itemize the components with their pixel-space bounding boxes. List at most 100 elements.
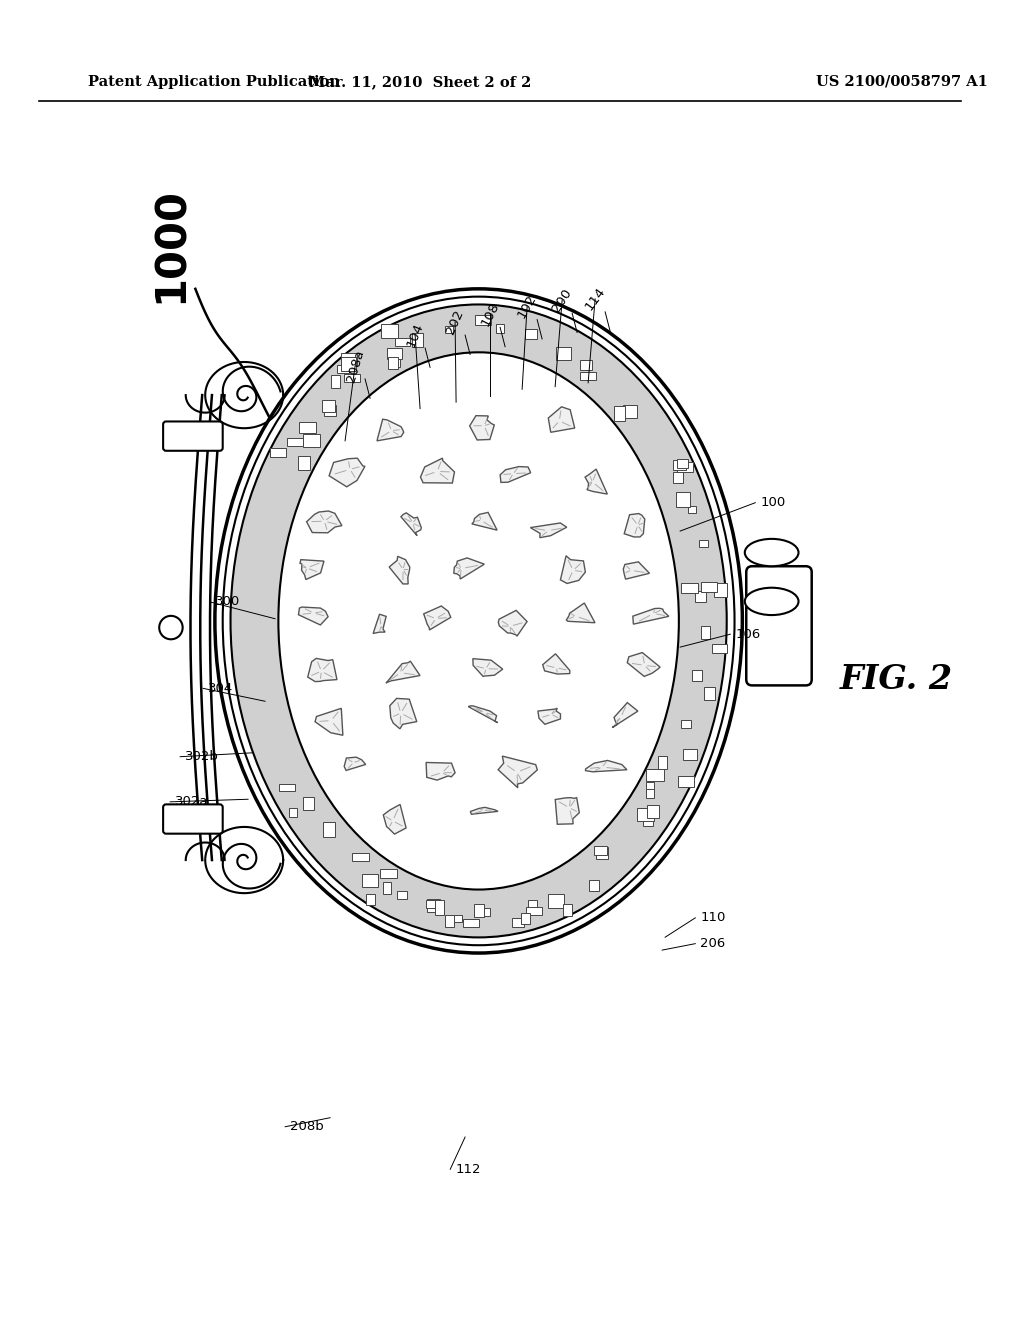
Text: 208a: 208a	[344, 348, 367, 384]
Polygon shape	[421, 458, 455, 483]
Text: 304: 304	[208, 682, 233, 694]
Polygon shape	[323, 822, 335, 837]
Polygon shape	[380, 869, 396, 878]
Polygon shape	[472, 512, 497, 531]
Polygon shape	[381, 323, 397, 338]
Polygon shape	[633, 609, 669, 624]
Polygon shape	[337, 366, 349, 374]
Text: 1000: 1000	[150, 187, 191, 302]
Polygon shape	[625, 513, 645, 537]
Text: 108: 108	[478, 300, 502, 329]
Polygon shape	[470, 416, 495, 440]
Polygon shape	[470, 808, 498, 814]
Polygon shape	[699, 540, 709, 548]
Polygon shape	[481, 908, 490, 916]
Polygon shape	[581, 372, 596, 380]
Ellipse shape	[279, 352, 679, 890]
Polygon shape	[676, 492, 690, 507]
Polygon shape	[289, 808, 297, 817]
Polygon shape	[700, 582, 717, 593]
Ellipse shape	[215, 289, 742, 953]
Polygon shape	[498, 756, 538, 788]
Polygon shape	[412, 333, 423, 347]
Polygon shape	[308, 659, 337, 681]
Polygon shape	[397, 891, 407, 899]
FancyBboxPatch shape	[163, 421, 222, 450]
Polygon shape	[646, 789, 654, 799]
Polygon shape	[543, 653, 569, 675]
Polygon shape	[387, 347, 402, 359]
Polygon shape	[424, 606, 451, 630]
Polygon shape	[499, 610, 527, 636]
Polygon shape	[444, 326, 453, 334]
Polygon shape	[678, 459, 688, 467]
Polygon shape	[681, 721, 691, 727]
Polygon shape	[473, 659, 503, 676]
Text: 110: 110	[700, 911, 726, 924]
Polygon shape	[538, 709, 560, 725]
Polygon shape	[703, 688, 715, 701]
Polygon shape	[555, 797, 580, 824]
Polygon shape	[556, 347, 571, 360]
Text: Mar. 11, 2010  Sheet 2 of 2: Mar. 11, 2010 Sheet 2 of 2	[309, 75, 531, 88]
Polygon shape	[389, 356, 399, 367]
Polygon shape	[628, 652, 660, 676]
Polygon shape	[500, 466, 530, 482]
Ellipse shape	[744, 587, 799, 615]
Polygon shape	[673, 473, 683, 483]
Polygon shape	[395, 338, 410, 346]
Ellipse shape	[744, 539, 799, 566]
Text: 202: 202	[444, 308, 466, 337]
Polygon shape	[299, 422, 315, 433]
Text: 100: 100	[760, 496, 785, 510]
Text: US 2100/0058797 A1: US 2100/0058797 A1	[815, 75, 987, 88]
Polygon shape	[580, 360, 592, 370]
Polygon shape	[303, 796, 314, 809]
Text: 200: 200	[550, 286, 574, 314]
Polygon shape	[362, 874, 378, 887]
Polygon shape	[596, 847, 608, 859]
Text: 112: 112	[455, 1163, 480, 1176]
Polygon shape	[560, 556, 586, 583]
Polygon shape	[298, 457, 310, 470]
Polygon shape	[287, 438, 303, 446]
Polygon shape	[525, 329, 538, 339]
Polygon shape	[341, 356, 355, 371]
Polygon shape	[700, 626, 710, 639]
Polygon shape	[566, 603, 595, 623]
Text: 106: 106	[735, 628, 761, 640]
Polygon shape	[323, 400, 335, 412]
Circle shape	[159, 616, 182, 639]
Polygon shape	[279, 784, 295, 791]
Polygon shape	[435, 900, 443, 915]
Text: 114: 114	[583, 285, 608, 313]
Polygon shape	[343, 374, 359, 381]
Polygon shape	[454, 558, 484, 579]
Text: 302a: 302a	[175, 796, 209, 808]
Polygon shape	[352, 853, 370, 861]
Polygon shape	[594, 846, 607, 855]
Polygon shape	[624, 405, 637, 417]
Polygon shape	[390, 698, 417, 729]
Polygon shape	[427, 899, 440, 912]
Polygon shape	[612, 702, 638, 727]
Polygon shape	[325, 405, 336, 416]
Polygon shape	[586, 760, 627, 772]
Polygon shape	[687, 506, 696, 512]
Polygon shape	[388, 356, 398, 370]
Polygon shape	[673, 461, 685, 470]
Polygon shape	[454, 916, 462, 923]
Ellipse shape	[230, 305, 727, 937]
Polygon shape	[521, 913, 529, 924]
Polygon shape	[528, 900, 537, 912]
Polygon shape	[386, 661, 420, 682]
Text: 300: 300	[215, 595, 241, 609]
Polygon shape	[692, 671, 702, 681]
Text: 208b: 208b	[290, 1121, 324, 1134]
Polygon shape	[344, 758, 366, 771]
Polygon shape	[714, 583, 727, 597]
Text: 206: 206	[700, 937, 725, 950]
Polygon shape	[512, 917, 524, 927]
Polygon shape	[389, 556, 410, 583]
Polygon shape	[640, 808, 654, 818]
